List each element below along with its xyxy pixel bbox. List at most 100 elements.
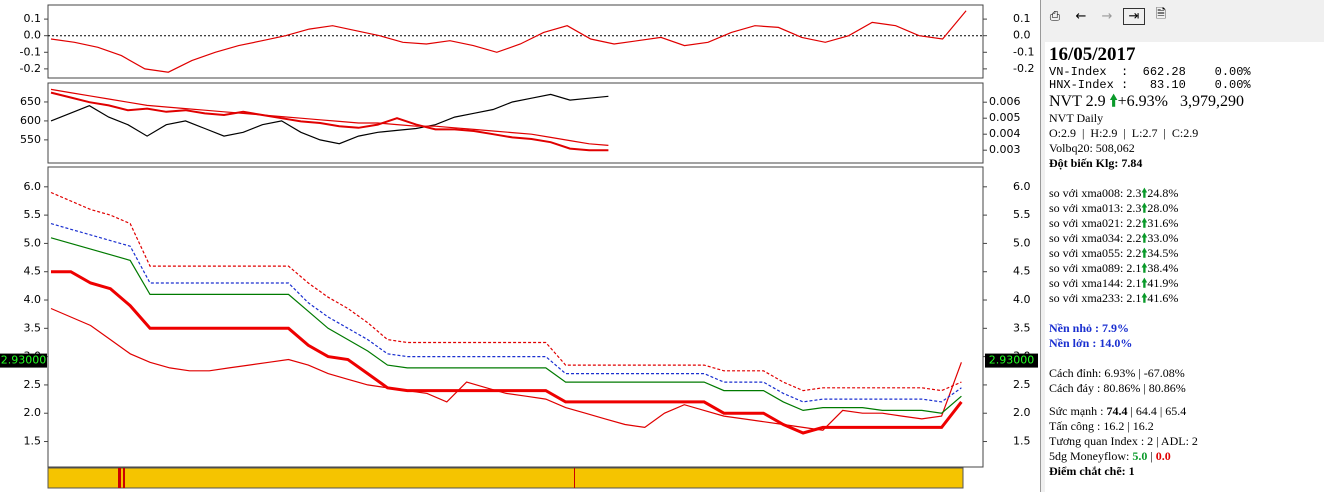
jump-button[interactable]: ⇥ — [1123, 7, 1145, 25]
y-tick-label: 600 — [20, 114, 41, 127]
series-line — [50, 88, 609, 146]
last-price-label: 2.93000 — [1, 354, 47, 367]
y-tick-label-right: 4.0 — [1013, 293, 1031, 306]
xma-value: 2.1 — [1126, 261, 1142, 275]
y-tick-label-right: 2.5 — [1013, 378, 1031, 391]
date: 16/05/2017 — [1049, 44, 1136, 65]
xma-label: so với xma233: — [1049, 291, 1124, 305]
xma-label: so với xma144: — [1049, 276, 1124, 290]
y2-tick-label: 0.005 — [989, 111, 1021, 124]
cach-dinh: Cách đỉnh: 6.93% | -67.08% — [1049, 366, 1185, 380]
series-line — [50, 307, 962, 431]
chart-name: NVT Daily — [1049, 111, 1104, 125]
arrow: 🠙 — [1141, 216, 1148, 230]
y-tick-label: 550 — [20, 133, 41, 146]
panel-frame — [47, 82, 984, 164]
last-price-label: 2.93000 — [989, 354, 1035, 367]
xma-value: 2.3 — [1126, 186, 1142, 200]
print-button[interactable]: ⎙ — [1049, 8, 1061, 24]
xma-row: so với xma055: 2.2🠙34.5% — [1049, 246, 1320, 261]
y-tick-label-right: 5.0 — [1013, 236, 1031, 249]
y-tick-label: -0.2 — [20, 62, 41, 75]
time-bar — [47, 467, 964, 489]
xma-label: so với xma089: — [1049, 261, 1124, 275]
tuong-quan: Tương quan Index : 2 | ADL: 2 — [1049, 434, 1198, 448]
ticker: NVT 2.9 — [1049, 93, 1106, 110]
y-tick-label-right: 4.5 — [1013, 265, 1031, 278]
y-tick-label-right: 0.0 — [1013, 29, 1031, 42]
volume: 3,979,290 — [1179, 93, 1244, 110]
time-bar-mark — [123, 468, 125, 488]
forward-button[interactable]: → — [1101, 8, 1113, 24]
xma-row: so với xma021: 2.2🠙31.6% — [1049, 216, 1320, 231]
xma-value: 2.2 — [1126, 216, 1142, 230]
series-line — [50, 91, 609, 152]
moneyflow-1: 5.0 — [1132, 449, 1148, 463]
y-tick-label: 4.5 — [24, 265, 42, 278]
xma-pct: 33.0% — [1147, 231, 1179, 245]
xma-label: so với xma034: — [1049, 231, 1124, 245]
y-tick-label: 5.5 — [24, 208, 42, 221]
xma-label: so với xma008: — [1049, 186, 1124, 200]
y-tick-label: 1.5 — [24, 435, 42, 448]
cach-day: Cách đáy : 80.86% | 80.86% — [1049, 381, 1186, 395]
xma-pct: 28.0% — [1147, 201, 1179, 215]
series-line — [50, 191, 962, 392]
xma-label: so với xma021: — [1049, 216, 1124, 230]
y-tick-label-right: 1.5 — [1013, 435, 1031, 448]
xma-row: so với xma008: 2.3🠙24.8% — [1049, 186, 1320, 201]
arrow: 🠙 — [1109, 93, 1118, 110]
diem: Điểm chắt chẽ: 1 — [1049, 464, 1135, 478]
xma-list: so với xma008: 2.3🠙24.8% so với xma013: 2… — [1049, 186, 1320, 306]
arrow: 🠙 — [1141, 201, 1148, 215]
panel-frame — [47, 4, 984, 79]
xma-pct: 34.5% — [1147, 246, 1179, 260]
export-button[interactable]: 🗎 — [1155, 7, 1167, 22]
y-tick-label: 0.1 — [24, 12, 42, 25]
y-tick-label-right: -0.2 — [1013, 62, 1034, 75]
series-line — [50, 10, 967, 73]
suc-manh: Sức mạnh : 74.4 | 64.4 | 65.4 — [1049, 404, 1320, 419]
info: 16/05/2017 VN-Index : 662.28 0.00% HNX-I… — [1045, 42, 1324, 492]
y-tick-label: -0.1 — [20, 45, 41, 58]
y-tick-label: 0.0 — [24, 29, 42, 42]
xma-row: so với xma089: 2.1🠙38.4% — [1049, 261, 1320, 276]
suc-manh-main: 74.4 — [1106, 404, 1128, 418]
moneyflow: 5dg Moneyflow: 5.0 | 0.0 — [1049, 449, 1171, 463]
hnx-index: HNX-Index : 83.10 0.00% — [1049, 78, 1251, 92]
panel-frame — [47, 166, 984, 468]
series-line — [50, 237, 962, 414]
series-line — [50, 223, 962, 403]
xma-value: 2.2 — [1126, 246, 1142, 260]
last-price-box — [985, 353, 1038, 368]
y-tick-label-right: 6.0 — [1013, 180, 1031, 193]
xma-pct: 24.8% — [1147, 186, 1179, 200]
y-tick-label-right: 0.1 — [1013, 12, 1031, 25]
time-bar-mark — [118, 468, 121, 488]
y-tick-label: 5.0 — [24, 236, 42, 249]
xma-value: 2.1 — [1126, 291, 1142, 305]
quote: NVT 2.9 🠙+6.93% 3,979,290 — [1049, 92, 1320, 111]
y-tick-label-right: 3.5 — [1013, 321, 1031, 334]
dot-bien: Đột biến Klg: 7.84 — [1049, 156, 1143, 170]
change: +6.93% — [1117, 93, 1168, 110]
xma-row: so với xma013: 2.3🠙28.0% — [1049, 201, 1320, 216]
xma-label: so với xma013: — [1049, 201, 1124, 215]
y-tick-label: 3.5 — [24, 321, 42, 334]
xma-value: 2.2 — [1126, 231, 1142, 245]
y-tick-label: 650 — [20, 95, 41, 108]
arrow: 🠙 — [1141, 261, 1148, 275]
tan-cong: Tấn công : 16.2 | 16.2 — [1049, 419, 1154, 433]
ohlc: O:2.9 | H:2.9 | L:2.7 | C:2.9 — [1049, 126, 1199, 140]
xma-value: 2.1 — [1126, 276, 1142, 290]
xma-row: so với xma034: 2.2🠙33.0% — [1049, 231, 1320, 246]
back-button[interactable]: ← — [1075, 8, 1087, 24]
arrow: 🠙 — [1141, 231, 1148, 245]
time-bar-mark — [574, 468, 575, 488]
xma-row: so với xma144: 2.1🠙41.9% — [1049, 276, 1320, 291]
volbq: Volbq20: 508,062 — [1049, 141, 1135, 155]
last-price-box — [0, 353, 47, 368]
xma-value: 2.3 — [1126, 201, 1142, 215]
xma-pct: 41.6% — [1147, 291, 1179, 305]
